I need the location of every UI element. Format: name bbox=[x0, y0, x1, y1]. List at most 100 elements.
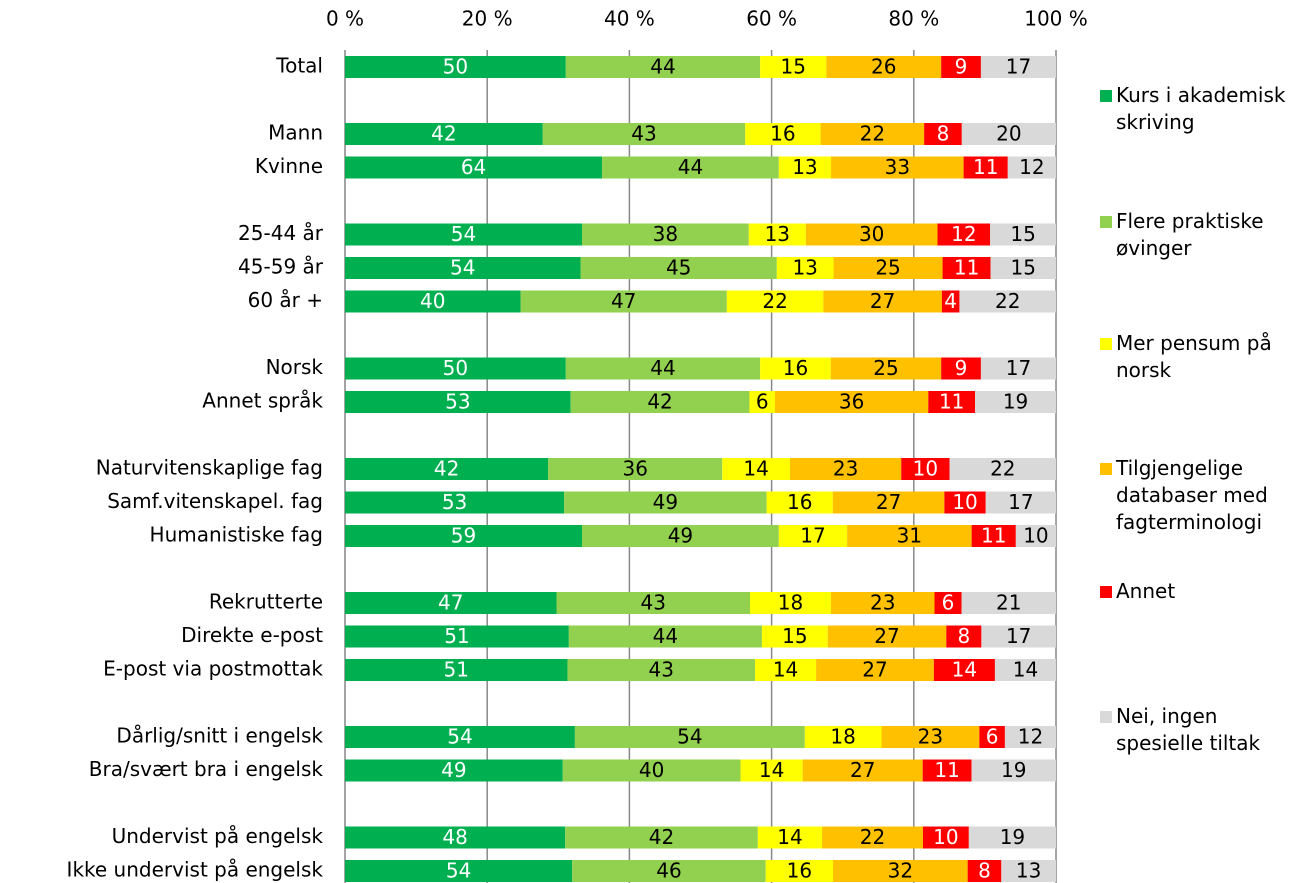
bar-segment bbox=[881, 726, 980, 748]
data-label: 44 bbox=[678, 155, 703, 179]
bar-segment bbox=[572, 860, 766, 882]
data-label: 43 bbox=[649, 658, 674, 682]
data-label: 13 bbox=[792, 155, 817, 179]
x-tick-label: 60 % bbox=[746, 7, 797, 31]
data-label: 25 bbox=[875, 256, 900, 280]
bar-segment bbox=[942, 257, 991, 279]
bar-segment bbox=[937, 223, 991, 246]
bar-segment bbox=[1015, 525, 1056, 547]
x-tick-label: 40 % bbox=[604, 7, 655, 31]
data-label: 51 bbox=[444, 658, 469, 682]
data-label: 49 bbox=[441, 758, 466, 782]
data-label: 53 bbox=[445, 390, 470, 414]
legend-swatch bbox=[1100, 711, 1112, 723]
bar-segment bbox=[766, 491, 833, 514]
bar-segment bbox=[968, 826, 1056, 849]
x-tick-label: 80 % bbox=[888, 7, 939, 31]
bar-segment bbox=[833, 257, 943, 279]
data-label: 44 bbox=[650, 356, 675, 380]
bar-segment bbox=[946, 625, 982, 648]
y-tick-label: Naturvitenskaplige fag bbox=[96, 456, 323, 480]
bar-segment bbox=[760, 357, 831, 380]
bar-segment bbox=[985, 491, 1056, 514]
bar-segment bbox=[580, 257, 777, 279]
bar-segment bbox=[345, 223, 582, 246]
data-label: 11 bbox=[981, 524, 1006, 548]
bar-segment bbox=[562, 759, 741, 782]
data-label: 15 bbox=[782, 624, 807, 648]
data-label: 27 bbox=[862, 658, 887, 682]
data-label: 51 bbox=[444, 624, 469, 648]
data-label: 45 bbox=[666, 256, 691, 280]
data-label: 11 bbox=[939, 390, 964, 414]
bar-segment bbox=[941, 357, 981, 380]
data-label: 47 bbox=[611, 289, 636, 313]
bar-segment bbox=[961, 123, 1056, 145]
bar-segment bbox=[542, 123, 746, 145]
data-label: 40 bbox=[420, 289, 445, 313]
legend-entry: Tilgjengelige databaser med fagterminolo… bbox=[1100, 455, 1300, 536]
bar-segment bbox=[831, 156, 964, 179]
bar-segment bbox=[959, 290, 1056, 313]
bar-segment bbox=[567, 659, 756, 681]
legend-entry: Annet bbox=[1100, 578, 1300, 605]
data-label: 49 bbox=[668, 524, 693, 548]
bar-segment bbox=[924, 123, 962, 145]
bar-segment bbox=[901, 458, 950, 480]
data-label: 33 bbox=[885, 155, 910, 179]
bar-segment bbox=[1001, 860, 1056, 882]
legend-swatch bbox=[1100, 586, 1112, 598]
bar-segment bbox=[975, 391, 1056, 413]
bar-segment bbox=[345, 625, 569, 648]
bar-segment bbox=[745, 123, 821, 145]
data-label: 19 bbox=[1001, 758, 1026, 782]
bar-segment bbox=[833, 860, 968, 882]
data-label: 23 bbox=[918, 725, 943, 749]
data-label: 27 bbox=[876, 490, 901, 514]
bar-segment bbox=[980, 357, 1056, 380]
bar-segment bbox=[570, 391, 750, 413]
bar-segment bbox=[564, 491, 767, 514]
legend-swatch bbox=[1100, 338, 1112, 350]
data-label: 9 bbox=[955, 55, 968, 79]
data-label: 15 bbox=[781, 55, 806, 79]
legend-label: Mer pensum på norsk bbox=[1116, 331, 1272, 382]
data-label: 15 bbox=[1010, 222, 1035, 246]
bar-segment bbox=[765, 860, 834, 882]
y-tick-label: E-post via postmottak bbox=[103, 657, 323, 681]
bar-segment bbox=[967, 860, 1002, 882]
data-label: 16 bbox=[783, 356, 808, 380]
data-label: 54 bbox=[446, 859, 471, 883]
bar-segment bbox=[775, 391, 929, 413]
data-label: 11 bbox=[934, 758, 959, 782]
bar-segment bbox=[831, 592, 935, 614]
data-label: 22 bbox=[995, 289, 1020, 313]
data-label: 13 bbox=[792, 256, 817, 280]
bar-segment bbox=[830, 357, 942, 380]
data-label: 9 bbox=[955, 356, 968, 380]
y-tick-label: Ikke undervist på engelsk bbox=[67, 858, 324, 882]
bar-segment bbox=[934, 592, 962, 614]
data-label: 23 bbox=[870, 591, 895, 615]
data-label: 43 bbox=[641, 591, 666, 615]
bar-segment bbox=[776, 257, 834, 279]
data-label: 14 bbox=[759, 758, 784, 782]
data-label: 19 bbox=[1003, 390, 1028, 414]
x-tick-label: 100 % bbox=[1024, 7, 1088, 31]
bar-segment bbox=[548, 458, 723, 480]
data-label: 38 bbox=[653, 222, 678, 246]
bar-segment bbox=[832, 491, 945, 514]
bar-segment bbox=[755, 659, 817, 681]
data-label: 42 bbox=[649, 825, 674, 849]
bar-segment bbox=[820, 123, 925, 145]
data-label: 54 bbox=[450, 256, 475, 280]
data-label: 4 bbox=[944, 289, 957, 313]
legend-label: Nei, ingen spesielle tiltak bbox=[1116, 704, 1261, 755]
y-tick-label: Samf.vitenskapel. fag bbox=[107, 489, 323, 513]
y-tick-label: Bra/svært bra i engelsk bbox=[89, 757, 324, 781]
data-label: 36 bbox=[622, 457, 647, 481]
data-label: 30 bbox=[859, 222, 884, 246]
bar-segment bbox=[971, 525, 1016, 547]
data-label: 23 bbox=[833, 457, 858, 481]
